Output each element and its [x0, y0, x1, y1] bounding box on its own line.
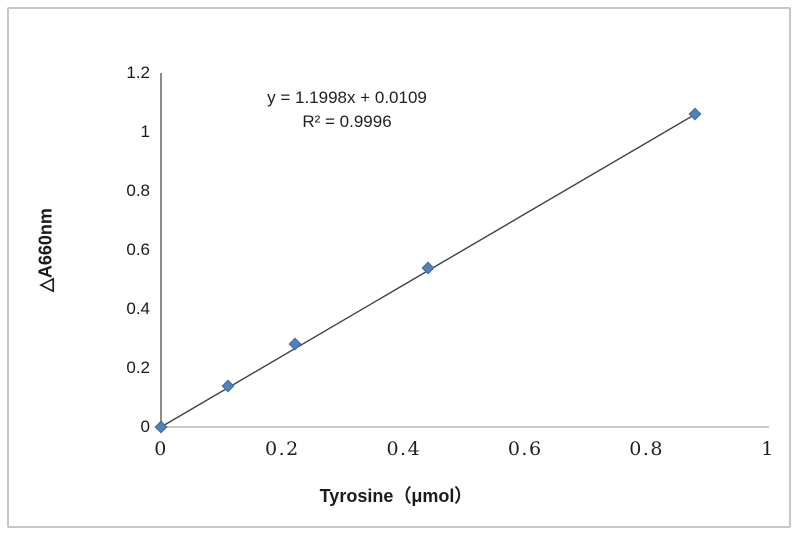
x-axis-line [160, 425, 769, 428]
x-tick-label: 0.2 [265, 438, 300, 460]
trendline-equation: y = 1.1998x + 0.0109 [267, 88, 427, 107]
y-tick-label: 1.2 [126, 63, 150, 82]
x-tick-label: 0.8 [629, 438, 664, 460]
y-tick-label: 0.8 [126, 181, 150, 200]
y-axis-line [160, 73, 162, 428]
trendline-annotation: y = 1.1998x + 0.0109 R² = 0.9996 [247, 86, 447, 134]
trendline-r-squared: R² = 0.9996 [302, 112, 392, 131]
x-tick-label: 0 [154, 438, 168, 460]
y-tick-label: 0.4 [126, 299, 150, 318]
x-tick-label: 0.6 [507, 438, 543, 460]
y-tick-label: 0 [140, 417, 150, 436]
x-tick-label: 1 [761, 438, 775, 460]
y-tick-label: 0.6 [126, 240, 150, 259]
y-tick-label: 0.2 [126, 358, 150, 377]
x-axis-title: Tyrosine（μmol） [319, 486, 473, 506]
y-tick-label: 1 [140, 122, 150, 141]
y-axis-title: △A660nm [35, 208, 56, 292]
x-tick-label: 0.4 [386, 438, 422, 460]
